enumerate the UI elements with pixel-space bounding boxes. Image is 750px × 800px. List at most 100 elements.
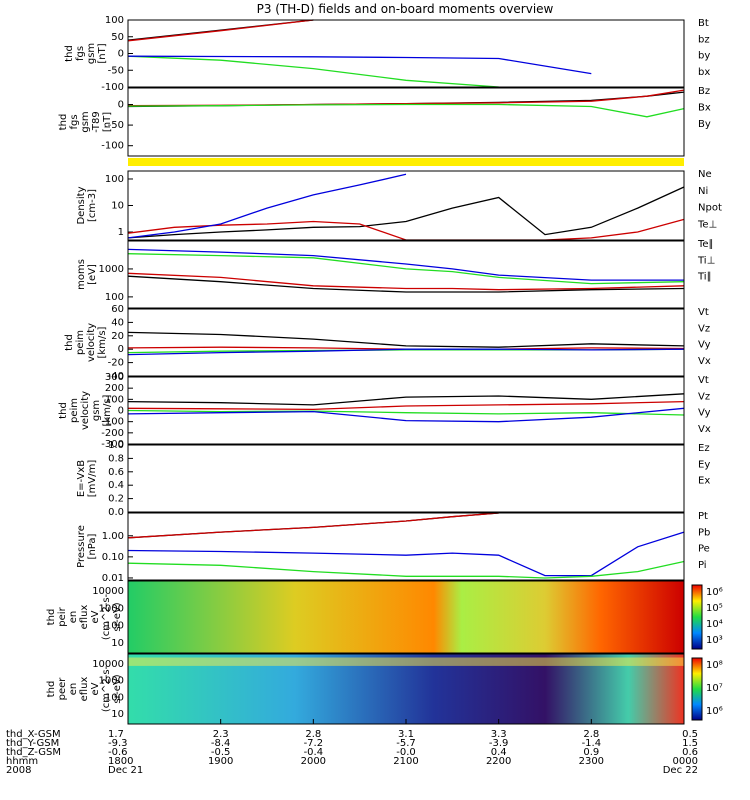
y-axis-label: -T89 bbox=[91, 111, 102, 133]
x-tick-label: 2000 bbox=[301, 756, 326, 767]
y-axis-label: gsm bbox=[80, 111, 91, 132]
legend-entry: Vz bbox=[698, 391, 710, 402]
y-tick-label: 0.01 bbox=[102, 573, 124, 584]
y-axis-label: sr-eV) bbox=[112, 674, 123, 703]
legend-entry: Ne bbox=[698, 169, 712, 180]
y-axis-label: thd bbox=[46, 609, 57, 626]
y-axis-label: peim bbox=[75, 330, 86, 355]
colorbar-tick-label: 10⁴ bbox=[706, 619, 723, 630]
legend-entry: Ey bbox=[698, 459, 710, 470]
legend-entry: Pe bbox=[698, 544, 710, 555]
y-tick-label: 0.10 bbox=[102, 552, 124, 563]
series-line-bz bbox=[128, 20, 313, 41]
x-row-label: 2008 bbox=[6, 765, 31, 776]
series-line-By bbox=[128, 105, 684, 117]
y-tick-label: 200 bbox=[105, 383, 124, 394]
y-tick-label: 0 bbox=[118, 49, 124, 60]
y-axis-label: (cm^2-s- bbox=[101, 665, 112, 712]
series-line-Vx bbox=[128, 408, 684, 421]
series-line-Ti∥ bbox=[128, 254, 684, 284]
y-axis-label: gsm bbox=[91, 400, 102, 421]
y-tick-label: 100 bbox=[105, 15, 124, 26]
panel-frame bbox=[128, 377, 684, 444]
y-axis-label: eflux bbox=[79, 677, 90, 702]
panel-frame bbox=[128, 171, 684, 240]
y-tick-label: 0.6 bbox=[108, 467, 124, 478]
legend-entry: bx bbox=[698, 67, 710, 78]
legend-entry: Bt bbox=[698, 18, 709, 29]
series-line-Te∥ bbox=[128, 276, 684, 292]
panel-frame bbox=[128, 445, 684, 512]
legend-entry: Vt bbox=[698, 307, 709, 318]
legend-entry: Te⊥ bbox=[697, 219, 717, 230]
legend-entry: By bbox=[698, 119, 711, 130]
series-line-by bbox=[128, 56, 684, 87]
y-tick-label: -20 bbox=[108, 358, 124, 369]
legend-entry: Vx bbox=[698, 356, 711, 367]
y-tick-label: 50 bbox=[111, 32, 124, 43]
panel-peir: 10⁶10⁵10⁴10³10000100010010thdpeireneflux… bbox=[46, 581, 723, 653]
y-axis-label: [mV/m] bbox=[87, 460, 98, 498]
panel-pressure: 1.000.100.01PtPbPePiPressure[nPa] bbox=[76, 511, 710, 584]
y-tick-label: -50 bbox=[108, 65, 124, 76]
panel-density: 100101NeNiNpotTe⊥Density[cm-3] bbox=[76, 169, 722, 240]
panel-moments: 1000100Te∥Ti⊥Ti∥moms[eV] bbox=[76, 239, 715, 308]
panel-peer: 10⁸10⁷10⁶10000100010010thdpeerenefluxeV(… bbox=[46, 654, 723, 724]
y-axis-label: [nT] bbox=[97, 43, 108, 63]
panel-velocity2: 3002001000-100-200-300VtVzVyVxthdpeimvel… bbox=[58, 372, 711, 450]
legend-entry: Ni bbox=[698, 186, 708, 197]
x-tick-label: 2300 bbox=[579, 756, 604, 767]
panel-efield: 1.00.80.60.40.20.0EzEyExE=-VxB[mV/m] bbox=[76, 440, 710, 518]
y-tick-label: -200 bbox=[101, 428, 124, 439]
colorbar-tick-label: 10⁸ bbox=[706, 660, 723, 671]
legend-entry: Pb bbox=[698, 527, 710, 538]
panel-frame bbox=[128, 20, 684, 87]
y-axis-label: [nT] bbox=[102, 112, 113, 132]
y-tick-label: 0 bbox=[118, 406, 124, 417]
panel-velocity1: 6040200-20-40VtVzVyVxthdpeimvelocity[km/… bbox=[64, 304, 711, 382]
y-tick-label: 0.0 bbox=[108, 507, 124, 518]
y-tick-label: 10 bbox=[111, 709, 124, 720]
y-axis-label: [km/s] bbox=[97, 326, 108, 358]
series-line-Ne bbox=[128, 219, 684, 240]
y-axis-label: [km/s] bbox=[102, 394, 113, 426]
y-axis-label: en bbox=[68, 611, 79, 624]
legend-entry: Ti⊥ bbox=[697, 255, 715, 266]
series-line-Ni bbox=[128, 187, 684, 238]
y-tick-label: 0 bbox=[118, 99, 124, 110]
y-tick-label: 0.8 bbox=[108, 453, 124, 464]
legend-entry: Te∥ bbox=[697, 239, 714, 250]
panel-frame bbox=[128, 88, 684, 156]
y-axis-label: thd bbox=[64, 45, 75, 62]
colorbar-tick-label: 10⁶ bbox=[706, 587, 723, 598]
legend-entry: bz bbox=[698, 34, 710, 45]
y-axis-label: thd bbox=[46, 681, 57, 698]
series-line-Ti⊥ bbox=[128, 249, 684, 280]
y-tick-label: 10 bbox=[111, 201, 124, 212]
y-axis-label: moms bbox=[76, 259, 87, 290]
panel-fgs_t89: 0-50-100BzBxBythdfgsgsm-T89[nT] bbox=[58, 86, 711, 166]
y-axis-label: peir bbox=[57, 606, 68, 626]
y-tick-label: 0.4 bbox=[108, 480, 124, 491]
series-line-Pb bbox=[128, 513, 499, 538]
heatmap-peir bbox=[128, 581, 684, 653]
colorbar-tick-label: 10⁶ bbox=[706, 706, 723, 717]
y-axis-label: fgs bbox=[75, 46, 86, 61]
y-tick-label: -100 bbox=[101, 141, 124, 152]
legend-entry: Ex bbox=[698, 476, 710, 487]
x-tick-label: 1900 bbox=[208, 756, 233, 767]
x-tick-label: 2100 bbox=[393, 756, 418, 767]
y-tick-label: 40 bbox=[111, 317, 124, 328]
legend-entry: Vx bbox=[698, 424, 711, 435]
y-axis-label: velocity bbox=[86, 323, 97, 362]
panel-frame bbox=[128, 241, 684, 308]
y-axis-label: [nPa] bbox=[87, 533, 98, 559]
colorbar bbox=[692, 585, 702, 649]
y-axis-label: en bbox=[68, 683, 79, 696]
y-tick-label: 1 bbox=[118, 227, 124, 238]
panel-fgs: 100500-50-100Btbzbybxthdfgsgsm[nT] bbox=[64, 15, 710, 93]
colorbar bbox=[692, 658, 702, 720]
legend-entry: Vy bbox=[698, 340, 711, 351]
y-tick-label: 1.00 bbox=[102, 531, 124, 542]
